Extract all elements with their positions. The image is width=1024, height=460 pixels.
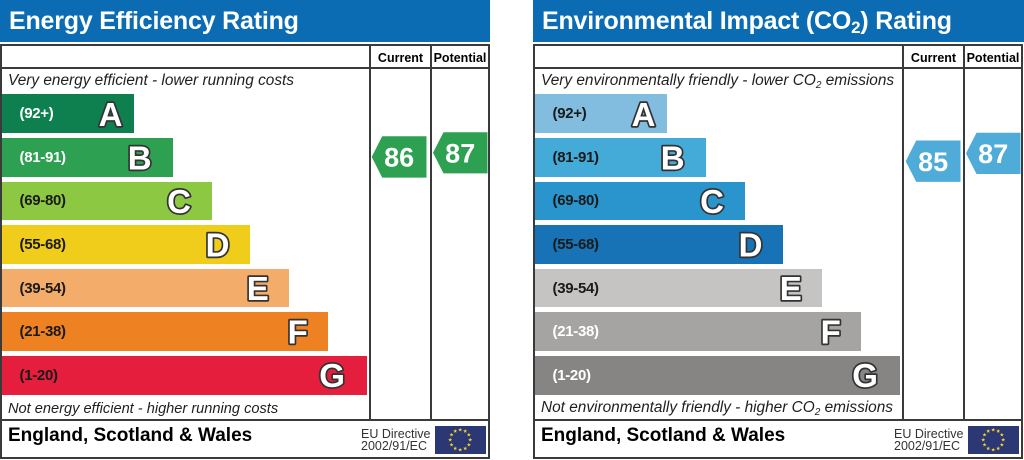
svg-text:A: A [632, 96, 656, 133]
svg-text:C: C [700, 183, 724, 220]
svg-text:B: B [128, 139, 152, 176]
svg-text:F: F [288, 314, 308, 351]
svg-text:85: 85 [918, 147, 948, 177]
svg-text:86: 86 [384, 143, 414, 173]
svg-text:A: A [99, 96, 123, 133]
svg-text:87: 87 [445, 139, 475, 169]
svg-text:B: B [661, 139, 685, 176]
svg-text:G: G [852, 357, 878, 394]
svg-text:G: G [319, 357, 345, 394]
svg-text:D: D [739, 227, 763, 264]
svg-text:F: F [821, 314, 841, 351]
svg-text:87: 87 [978, 139, 1008, 169]
svg-text:C: C [167, 183, 191, 220]
svg-text:D: D [206, 227, 230, 264]
svg-text:E: E [780, 270, 802, 307]
svg-text:E: E [247, 270, 269, 307]
